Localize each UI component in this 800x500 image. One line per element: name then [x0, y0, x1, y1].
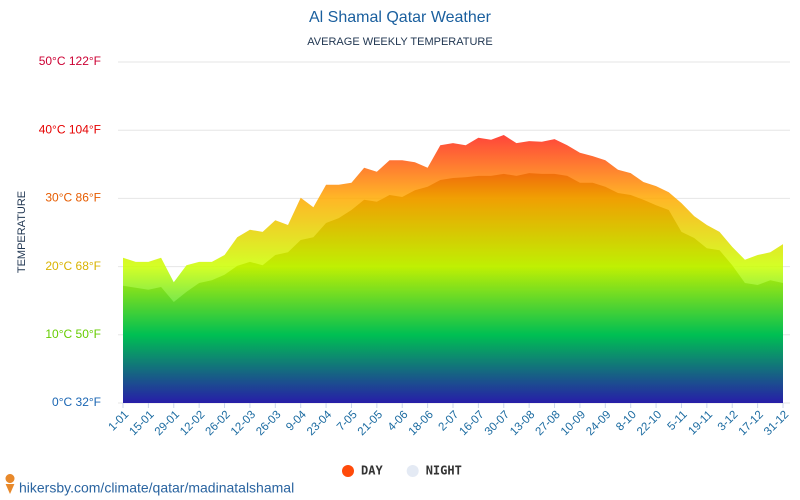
x-tick-label: 27-08: [534, 409, 563, 438]
x-tick-label: 18-06: [407, 409, 436, 438]
x-tick-label: 26-03: [254, 409, 283, 438]
y-tick-label: 20°C 68°F: [45, 259, 101, 273]
x-tick-label: 29-01: [153, 409, 182, 438]
x-tick-label: 19-11: [686, 409, 715, 438]
legend-marker: [406, 465, 419, 477]
x-tick-label: 16-07: [457, 409, 486, 438]
x-tick-label: 12-02: [178, 409, 207, 438]
x-tick-label: 12-03: [229, 409, 258, 438]
y-tick-label: 30°C 86°F: [45, 191, 101, 205]
y-tick-label: 50°C 122°F: [39, 54, 101, 68]
x-tick-label: 10-09: [559, 409, 588, 438]
chart-title: Al Shamal Qatar Weather: [309, 9, 492, 26]
x-tick-label: 30-07: [483, 409, 512, 438]
legend-label: DAY: [361, 464, 383, 478]
pin-icon: [5, 474, 15, 494]
x-tick-label: 23-04: [305, 408, 335, 438]
night-shade: [123, 173, 783, 403]
y-axis-label: TEMPERATURE: [16, 191, 28, 273]
y-tick-label: 40°C 104°F: [39, 122, 101, 136]
legend-label: NIGHT: [426, 464, 462, 478]
x-tick-label: 21-05: [356, 409, 385, 438]
x-tick-label: 22-10: [635, 409, 664, 438]
chart-subtitle: AVERAGE WEEKLY TEMPERATURE: [307, 36, 492, 48]
night-area: [123, 173, 783, 403]
x-tick-label: 24-09: [584, 409, 613, 438]
source: hikersby.com/climate/qatar/madinatalsham…: [19, 480, 294, 496]
x-tick-label: 26-02: [204, 409, 233, 438]
legend-marker: [342, 465, 354, 477]
x-tick-label: 17-12: [737, 409, 766, 438]
x-tick-label: 13-08: [508, 409, 537, 438]
y-tick-label: 0°C 32°F: [52, 395, 101, 409]
x-tick-label: 31-12: [762, 409, 791, 438]
x-tick-label: 15-01: [127, 409, 156, 438]
y-tick-label: 10°C 50°F: [45, 327, 101, 341]
